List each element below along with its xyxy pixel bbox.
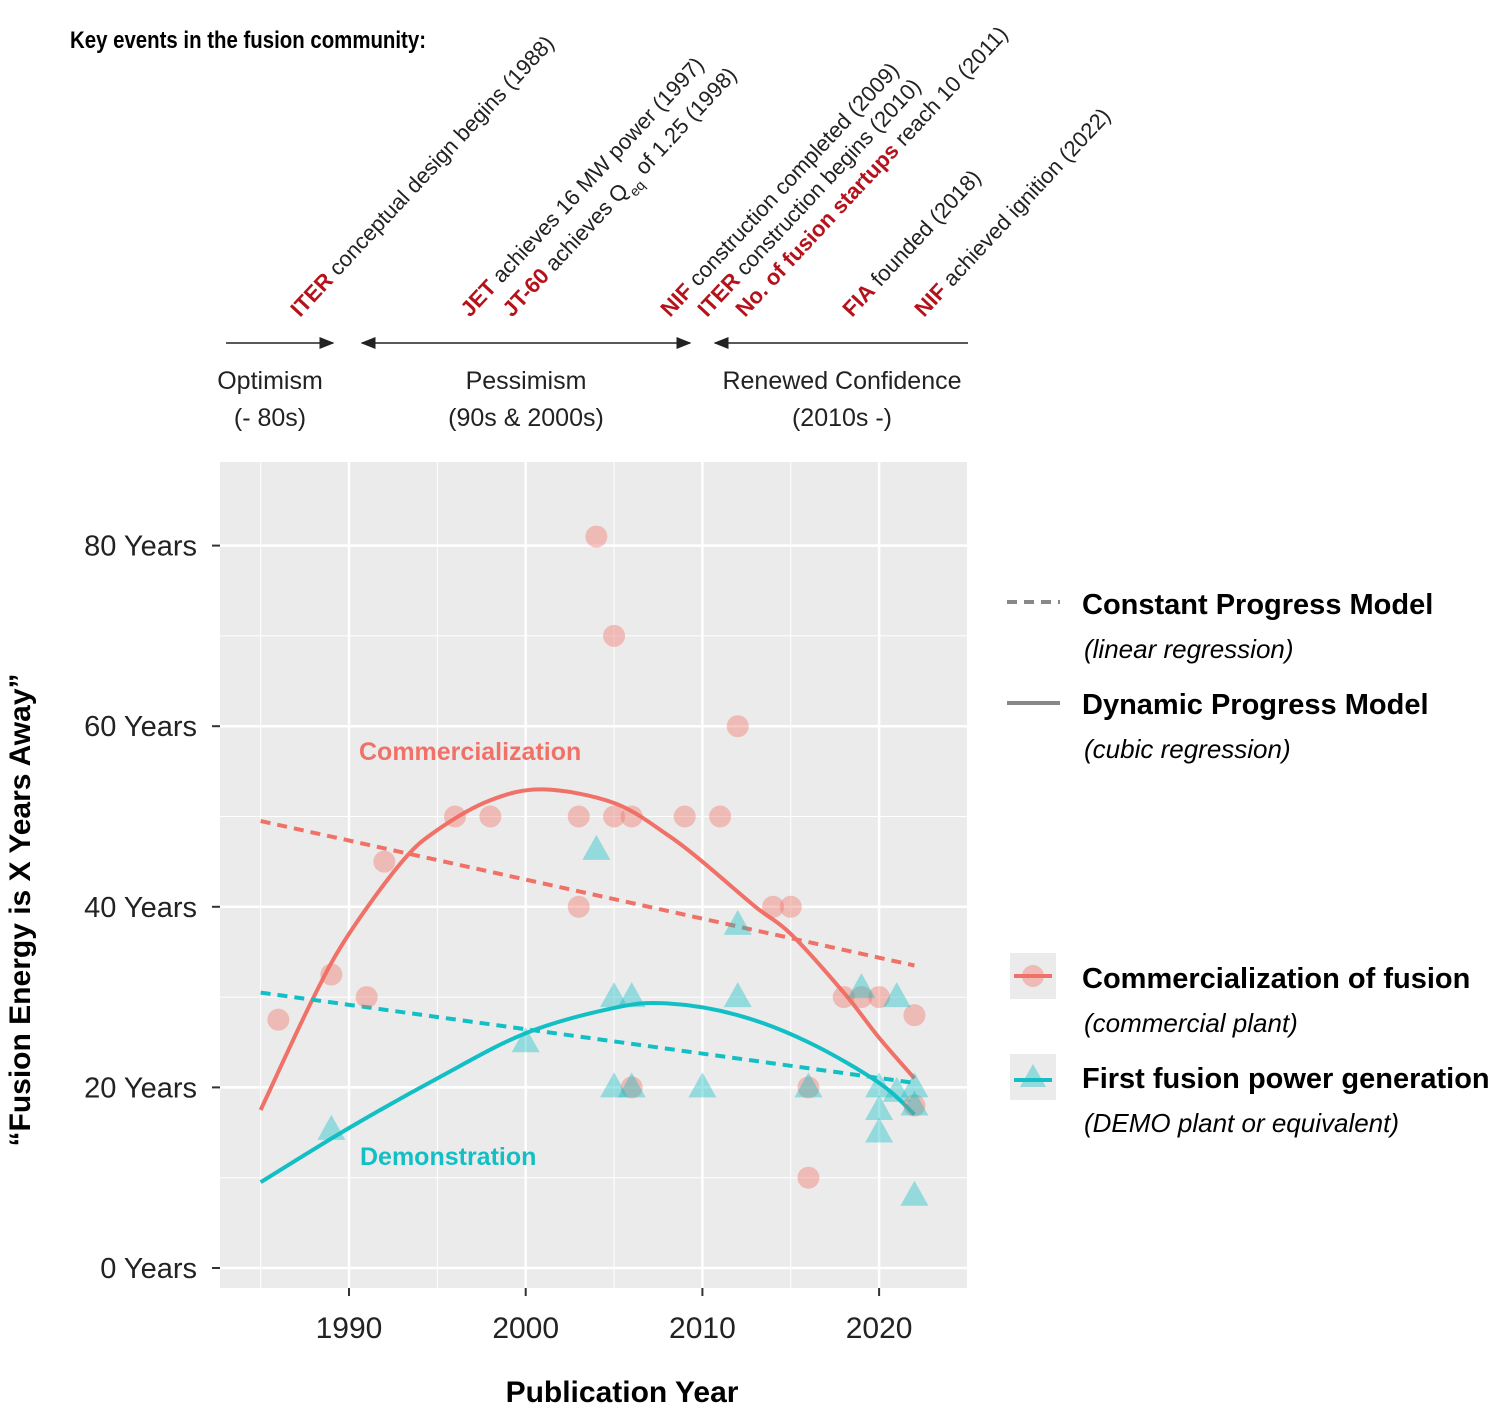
era-sub-renewed: (2010s -) (792, 404, 892, 432)
axes: 1990 2000 2010 2020 0 Years 20 Years 40 Years 6… (84, 531, 912, 1345)
commercial-linear-fit (260, 819, 915, 968)
demo-point (865, 1072, 894, 1098)
demo-point (882, 982, 911, 1008)
era-label-renewed: Renewed Confidence (722, 367, 961, 395)
legend-demo-label: First fusion power generation (1082, 1063, 1490, 1095)
y-tick-label: 60 Years (84, 711, 197, 743)
demo-point (900, 1072, 929, 1098)
legend-constant-sub: (linear regression) (1084, 634, 1294, 664)
commercial-point (567, 805, 590, 828)
legend-constant-label: Constant Progress Model (1082, 589, 1433, 621)
commercial-point (903, 1004, 926, 1027)
x-tick-label: 2010 (669, 1312, 736, 1345)
commercial-point (567, 895, 590, 918)
demo-linear-fit (260, 990, 915, 1085)
demo-point (723, 909, 752, 935)
commercial-point (320, 963, 343, 986)
commercial-point (620, 805, 643, 828)
grid (220, 462, 968, 1288)
commercial-point (779, 895, 802, 918)
commercial-point (903, 1094, 926, 1117)
commercial-point (850, 986, 873, 1009)
demo-point (900, 1180, 929, 1206)
era-sub-pessimism: (90s & 2000s) (448, 404, 604, 432)
demo-point (865, 1117, 894, 1143)
plot-panel (220, 462, 968, 1288)
era-sub-optimism: (- 80s) (234, 404, 306, 432)
commercial-point (832, 986, 855, 1009)
commercial-cubic-fit (258, 787, 916, 1111)
commercial-point (373, 850, 396, 873)
legend-demo-sub: (DEMO plant or equivalent) (1084, 1108, 1399, 1138)
demo-point (617, 1072, 646, 1098)
commercial-point (797, 1166, 820, 1189)
commercial-point (585, 525, 608, 548)
demo-point (865, 1094, 894, 1120)
demo-point (723, 982, 752, 1008)
annotation-commercialization: Commercialization (359, 738, 581, 766)
commercial-point (673, 805, 696, 828)
commercial-point (444, 805, 467, 828)
commercial-point (797, 1076, 820, 1099)
commercial-point (620, 1076, 643, 1099)
fit-lines (258, 787, 916, 1184)
demo-point (317, 1114, 346, 1140)
demo-cubic-fit (259, 1000, 916, 1184)
demo-point (600, 1072, 629, 1098)
demo-point (882, 1076, 911, 1102)
demo-point (847, 973, 876, 999)
demo-point (794, 1072, 823, 1098)
legend: Constant Progress Model (linear regressi… (1007, 589, 1490, 1138)
legend-commercial-sub: (commercial plant) (1084, 1008, 1298, 1038)
legend-dynamic-sub: (cubic regression) (1084, 734, 1291, 764)
y-tick-label: 40 Years (84, 892, 197, 924)
header-title: Key events in the fusion community: (70, 27, 426, 54)
commercial-point (603, 624, 626, 647)
demo-point (600, 982, 629, 1008)
era-label-optimism: Optimism (217, 367, 323, 395)
annotation-demonstration: Demonstration (360, 1143, 536, 1171)
demo-point (900, 1090, 929, 1116)
data-points (267, 525, 929, 1206)
commercial-point (726, 715, 749, 738)
commercial-point (603, 805, 626, 828)
y-tick-label: 0 Years (100, 1253, 197, 1285)
commercial-point (762, 895, 785, 918)
x-axis-label: Publication Year (506, 1376, 739, 1405)
commercial-point (868, 986, 891, 1009)
x-tick-label: 2020 (846, 1312, 913, 1345)
demo-point (688, 1072, 717, 1098)
x-tick-label: 2000 (492, 1312, 559, 1345)
event-label: ITER construction begins (2010) (692, 74, 925, 322)
legend-commercial-label: Commercialization of fusion (1082, 963, 1470, 995)
demo-point (582, 834, 611, 860)
demo-point (511, 1027, 540, 1053)
commercial-point (267, 1008, 290, 1031)
y-axis-label: “Fusion Energy is X Years Away” (4, 674, 37, 1147)
legend-dynamic-label: Dynamic Progress Model (1082, 689, 1429, 721)
y-tick-label: 80 Years (84, 531, 197, 563)
commercial-point (709, 805, 732, 828)
events-group: ITER conceptual design begins (1988)JET … (285, 21, 1115, 322)
era-label-pessimism: Pessimism (466, 367, 587, 395)
y-tick-label: 20 Years (84, 1072, 197, 1104)
event-label: ITER conceptual design begins (1988) (285, 31, 559, 322)
commercial-point (355, 986, 378, 1009)
x-tick-label: 1990 (316, 1312, 383, 1345)
commercial-point (479, 805, 502, 828)
demo-point (617, 982, 646, 1008)
